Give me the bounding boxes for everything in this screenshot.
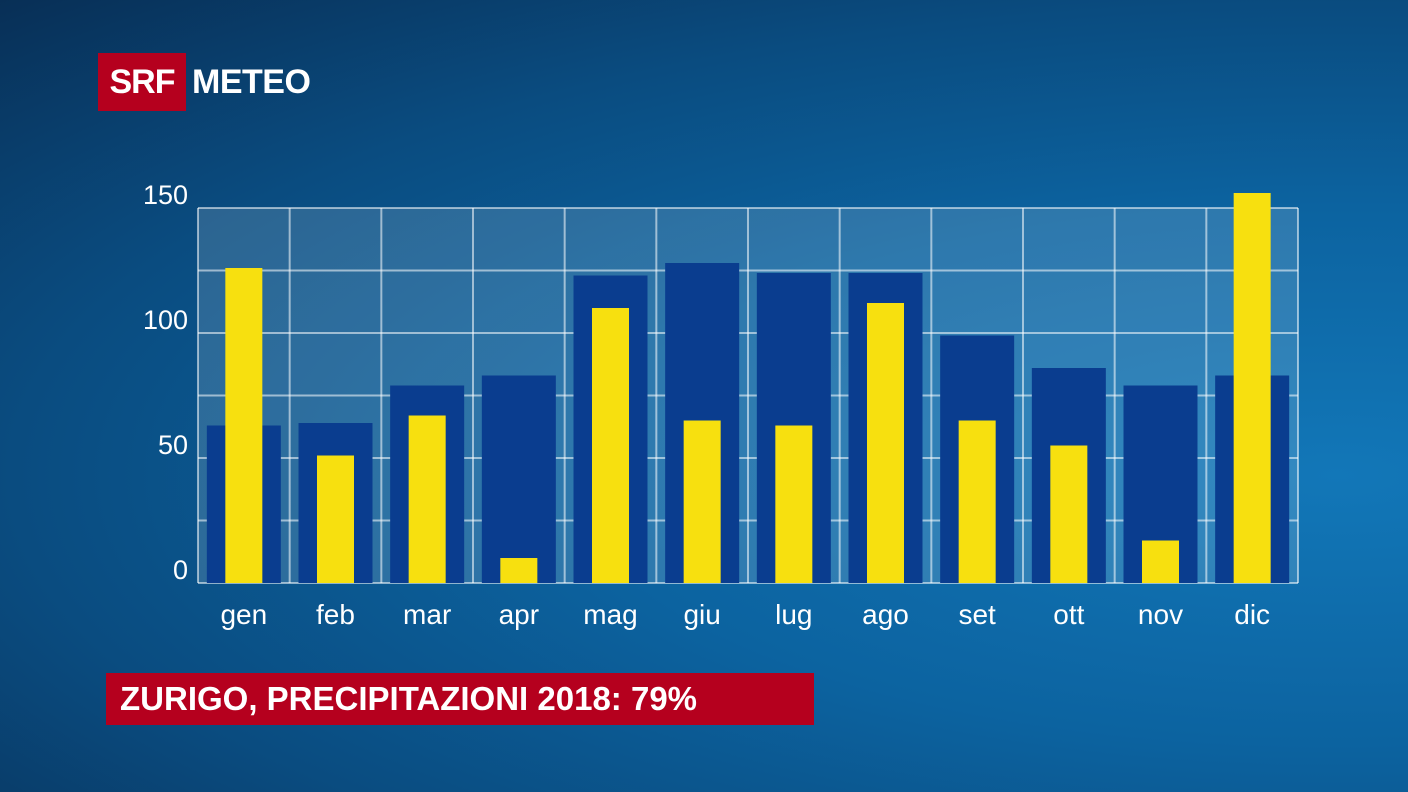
logo-meteo: METEO — [192, 62, 311, 101]
bar-actual-gen — [225, 268, 263, 583]
bar-actual-giu — [683, 420, 721, 583]
bars — [206, 193, 1290, 583]
chart-title: ZURIGO, PRECIPITAZIONI 2018: 79% — [106, 673, 814, 725]
x-tick-label: dic — [1234, 599, 1270, 630]
x-tick-label: ago — [862, 599, 909, 630]
x-tick-label: lug — [775, 599, 812, 630]
x-tick-label: apr — [499, 599, 539, 630]
x-tick-label: mag — [583, 599, 637, 630]
bar-actual-mag — [592, 308, 629, 583]
bar-actual-mar — [408, 415, 446, 583]
grid-lines — [197, 207, 1299, 584]
bar-actual-ago — [867, 303, 904, 583]
y-tick-label: 0 — [173, 555, 188, 585]
y-tick-label: 50 — [158, 430, 188, 460]
x-tick-label: ott — [1053, 599, 1084, 630]
x-tick-label: gen — [220, 599, 267, 630]
bar-actual-ott — [1050, 445, 1088, 583]
bar-actual-lug — [775, 425, 813, 583]
x-tick-label: nov — [1138, 599, 1183, 630]
logo-srf: SRF — [98, 53, 186, 111]
srf-meteo-logo: SRF METEO — [98, 53, 311, 111]
y-axis-ticks: 0 50 100 150 — [143, 180, 188, 585]
x-axis-ticks: gen feb mar apr mag giu lug ago set ott nov dic — [220, 599, 1270, 630]
y-tick-label: 150 — [143, 180, 188, 210]
x-tick-label: mar — [403, 599, 451, 630]
bar-actual-nov — [1142, 540, 1179, 583]
x-tick-label: feb — [316, 599, 355, 630]
x-tick-label: set — [958, 599, 996, 630]
bar-actual-set — [958, 420, 996, 583]
x-tick-label: giu — [683, 599, 720, 630]
bar-actual-feb — [317, 455, 354, 583]
bar-actual-apr — [500, 558, 538, 583]
bar-actual-dic — [1233, 193, 1271, 583]
y-tick-label: 100 — [143, 305, 188, 335]
bar-norm-apr — [481, 375, 556, 583]
